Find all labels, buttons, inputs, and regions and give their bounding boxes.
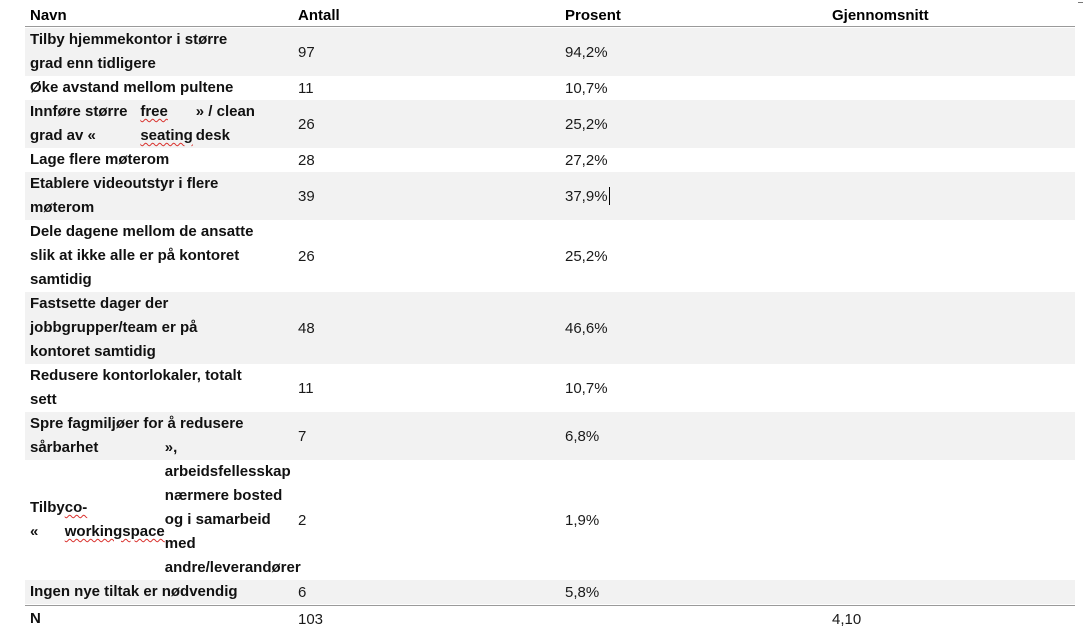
header-average: Gjennomsnitt bbox=[832, 7, 929, 24]
row-name: Dele dagene mellom de ansatte slik at ik… bbox=[30, 223, 254, 288]
row-percent: 25,2% bbox=[565, 115, 608, 133]
corner-mark bbox=[1078, 2, 1083, 3]
table-row[interactable]: Tilby «co-workingspace», arbeidsfellessk… bbox=[25, 439, 1075, 600]
row-count: 97 bbox=[298, 43, 315, 61]
table-header: Navn Antall Prosent Gjennomsnitt bbox=[0, 0, 1075, 28]
table-row[interactable]: Fastsette dager der jobbgrupper/team er … bbox=[25, 292, 1075, 364]
row-name: Tilby «co-workingspace», arbeidsfellessk… bbox=[30, 439, 301, 600]
table-row[interactable]: Tilby hjemmekontor i større grad enn tid… bbox=[25, 28, 1075, 76]
footer-label: N bbox=[30, 610, 41, 627]
row-name: Ingen nye tiltak er nødvendig bbox=[30, 583, 238, 600]
table-row[interactable]: Dele dagene mellom de ansatte slik at ik… bbox=[25, 220, 1075, 292]
row-percent: 94,2% bbox=[565, 43, 608, 61]
spellcheck-mark: co-workingspace bbox=[64, 499, 165, 540]
row-count: 11 bbox=[298, 79, 314, 97]
row-percent: 1,9% bbox=[565, 511, 600, 529]
footer-divider bbox=[25, 605, 1075, 606]
row-count: 26 bbox=[298, 115, 315, 133]
row-percent: 6,8% bbox=[565, 427, 600, 445]
row-count: 11 bbox=[298, 379, 314, 397]
row-name: Innføre større grad av «free seating» / … bbox=[30, 100, 260, 148]
row-count: 2 bbox=[298, 511, 307, 529]
table-row[interactable]: Etablere videoutstyr i flere møterom 39 … bbox=[25, 172, 1075, 220]
footer-average: 4,10 bbox=[832, 610, 862, 628]
table-row[interactable]: Lage flere møterom 28 27,2% bbox=[25, 148, 1075, 172]
row-percent: 27,2% bbox=[565, 151, 608, 169]
row-count: 26 bbox=[298, 247, 315, 265]
row-percent: 37,9% bbox=[565, 187, 608, 205]
row-name: Spre fagmiljøer for å redusere sårbarhet bbox=[30, 415, 244, 456]
row-count: 39 bbox=[298, 187, 315, 205]
row-name: Fastsette dager der jobbgrupper/team er … bbox=[30, 295, 198, 360]
row-count: 7 bbox=[298, 427, 307, 445]
text-cursor bbox=[608, 187, 610, 205]
row-name: Redusere kontorlokaler, totalt sett bbox=[30, 367, 242, 408]
footer-count: 103 bbox=[298, 610, 324, 628]
header-divider bbox=[25, 26, 1075, 27]
spellcheck-mark: free seating bbox=[140, 103, 193, 144]
table-row[interactable]: Redusere kontorlokaler, totalt sett 11 1… bbox=[25, 364, 1075, 412]
row-name: Øke avstand mellom pultene bbox=[30, 79, 234, 96]
row-name: Lage flere møterom bbox=[30, 151, 170, 168]
row-percent: 10,7% bbox=[565, 379, 608, 397]
row-count: 28 bbox=[298, 151, 315, 169]
row-count: 6 bbox=[298, 583, 307, 601]
table-row[interactable]: Øke avstand mellom pultene 11 10,7% bbox=[25, 76, 1075, 100]
row-name: Tilby hjemmekontor i større grad enn tid… bbox=[30, 31, 228, 72]
row-count: 48 bbox=[298, 319, 315, 337]
table-row[interactable]: Spre fagmiljøer for å redusere sårbarhet… bbox=[25, 412, 1075, 460]
row-percent: 46,6% bbox=[565, 319, 608, 337]
row-name: Etablere videoutstyr i flere møterom bbox=[30, 175, 219, 216]
row-percent-cell[interactable]: 37,9% bbox=[565, 172, 610, 220]
table-row[interactable]: Innføre større grad av «free seating» / … bbox=[25, 100, 1075, 148]
header-count: Antall bbox=[298, 7, 340, 24]
header-percent: Prosent bbox=[565, 7, 621, 24]
row-percent: 25,2% bbox=[565, 247, 608, 265]
table-footer[interactable]: N 103 4,10 bbox=[25, 607, 1075, 631]
row-percent: 10,7% bbox=[565, 79, 608, 97]
header-name: Navn bbox=[30, 7, 67, 24]
row-percent: 5,8% bbox=[565, 583, 600, 601]
table-row[interactable]: Ingen nye tiltak er nødvendig 6 5,8% bbox=[25, 580, 1075, 604]
